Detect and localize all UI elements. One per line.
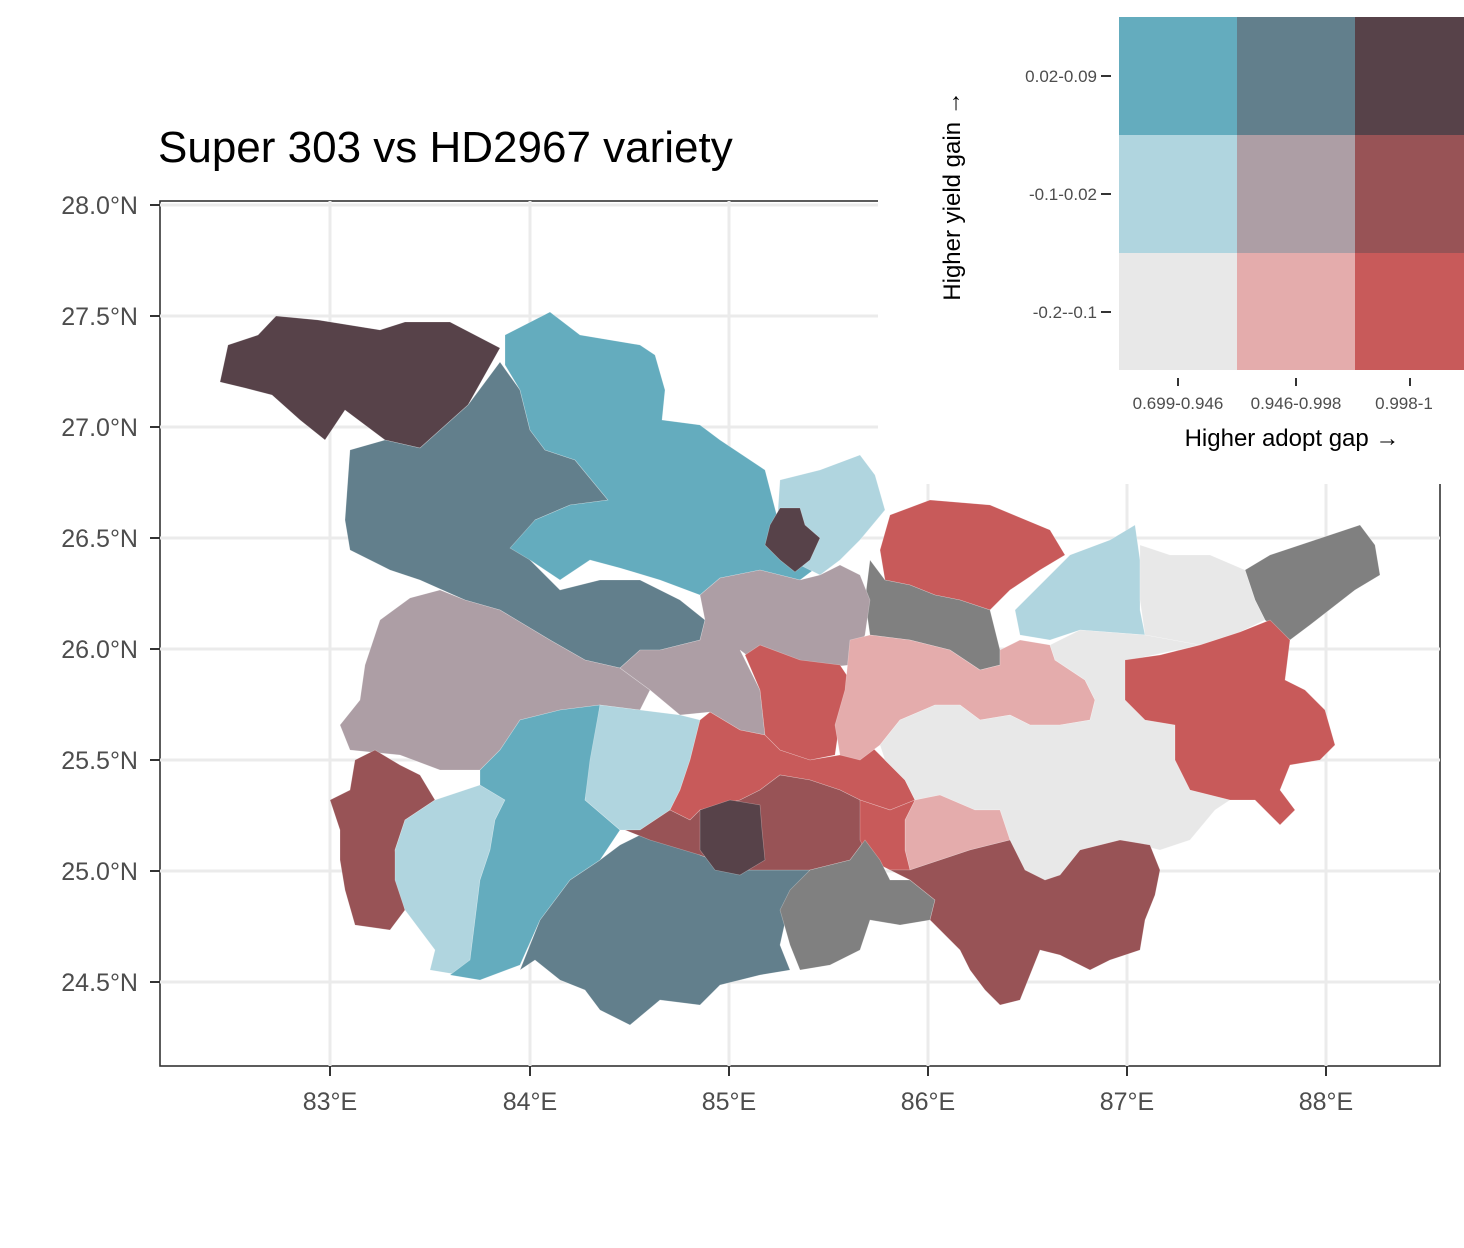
district-region <box>889 839 1161 1006</box>
map-title: Super 303 vs HD2967 variety <box>158 123 733 172</box>
legend-grid <box>1119 17 1464 370</box>
legend-cell <box>1237 17 1355 135</box>
legend-x-title: Higher adopt gap → <box>1185 425 1400 452</box>
x-axis: 83°E 84°E 85°E 86°E 87°E 88°E <box>303 1066 1353 1116</box>
x-tick-label: 86°E <box>901 1088 955 1116</box>
legend-x-label: 0.998-1 <box>1375 394 1433 413</box>
y-tick-label: 25.0°N <box>61 858 138 886</box>
legend-cell <box>1355 17 1464 135</box>
legend-x-label: 0.946-0.998 <box>1251 394 1342 413</box>
legend-cell <box>1119 17 1237 135</box>
legend-cell <box>1355 253 1464 370</box>
y-tick-label: 28.0°N <box>61 192 138 220</box>
legend-y-label: -0.2--0.1 <box>1033 303 1097 322</box>
legend-cell <box>1119 253 1237 370</box>
x-tick-label: 88°E <box>1299 1088 1353 1116</box>
bivariate-legend: 0.02-0.09 -0.1-0.02 -0.2--0.1 0.699-0.94… <box>878 0 1464 484</box>
legend-cell <box>1119 135 1237 253</box>
y-tick-label: 26.5°N <box>61 525 138 553</box>
x-tick-label: 84°E <box>503 1088 557 1116</box>
y-tick-label: 25.5°N <box>61 747 138 775</box>
legend-cell <box>1355 135 1464 253</box>
districts <box>219 311 1381 1026</box>
x-tick-label: 83°E <box>303 1088 357 1116</box>
y-tick-label: 27.0°N <box>61 414 138 442</box>
legend-cell <box>1237 253 1355 370</box>
y-tick-label: 24.5°N <box>61 969 138 997</box>
district-region <box>699 799 766 876</box>
district-region <box>1124 619 1336 826</box>
legend-y-label: 0.02-0.09 <box>1025 67 1097 86</box>
legend-y-title: Higher yield gain → <box>939 91 966 300</box>
y-tick-label: 27.5°N <box>61 303 138 331</box>
y-tick-label: 26.0°N <box>61 636 138 664</box>
y-axis: 28.0°N 27.5°N 27.0°N 26.5°N 26.0°N 25.5°… <box>61 192 160 997</box>
legend-y-label: -0.1-0.02 <box>1029 185 1097 204</box>
x-tick-label: 85°E <box>702 1088 756 1116</box>
x-tick-label: 87°E <box>1100 1088 1154 1116</box>
legend-x-label: 0.699-0.946 <box>1133 394 1224 413</box>
district-region <box>764 507 821 573</box>
district-region <box>449 704 621 981</box>
district-region <box>1139 544 1266 646</box>
district-region <box>879 499 1066 611</box>
district-region <box>779 839 936 971</box>
legend-cell <box>1237 135 1355 253</box>
